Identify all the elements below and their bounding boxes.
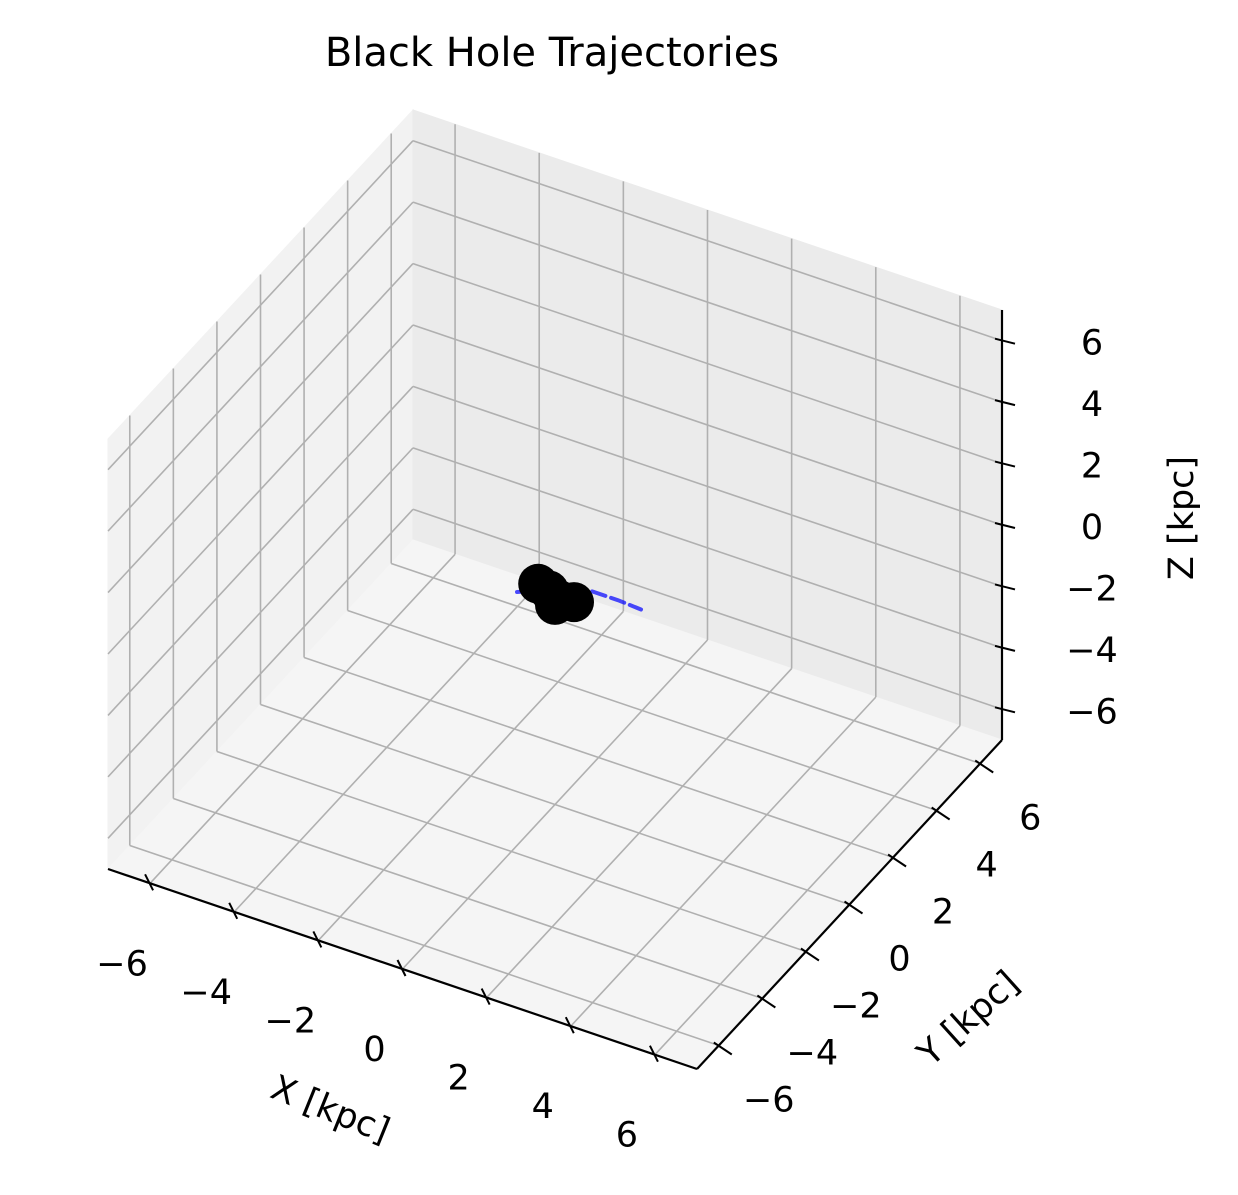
- z-tick-label: 4: [1081, 385, 1103, 425]
- grid-line-x-floor: [486, 668, 793, 999]
- y-tick-label: −6: [743, 1081, 795, 1121]
- y-tick-mark: [931, 806, 951, 821]
- black-hole-marker: [535, 584, 575, 625]
- z-tick-mark: [994, 644, 1016, 652]
- x-tick-label: 0: [363, 1030, 385, 1070]
- x-tick-mark: [396, 959, 407, 977]
- z-tick-mark: [994, 460, 1016, 468]
- grid-line-z-left: [107, 263, 414, 594]
- x-tick-mark: [228, 902, 239, 920]
- z-tick-mark: [994, 706, 1016, 714]
- tick-marks: [144, 337, 1016, 1063]
- grid-line-z-left: [107, 201, 414, 532]
- black-hole-markers: [518, 563, 594, 625]
- chart-title: Black Hole Trajectories: [325, 30, 779, 76]
- y-tick-label: 4: [976, 846, 998, 886]
- x-tick-label: −2: [265, 1001, 317, 1041]
- grid-line-y-floor: [390, 562, 981, 765]
- y-tick-mark: [756, 994, 776, 1009]
- z-tick-label: 2: [1081, 447, 1103, 487]
- x-tick-label: 6: [616, 1116, 638, 1156]
- grid-line-z-left: [107, 324, 414, 655]
- z-axis-label: Z [kpc]: [1162, 456, 1202, 580]
- y-tick-mark: [887, 853, 907, 868]
- x-tick-mark: [649, 1045, 659, 1063]
- y-tick-mark: [800, 947, 820, 962]
- grid-line-z-left: [107, 140, 414, 471]
- z-tick-label: −2: [1066, 569, 1118, 609]
- grid-line-z-back: [412, 262, 1003, 465]
- z-tick-mark: [994, 522, 1016, 529]
- y-tick-label: −2: [830, 987, 882, 1027]
- y-axis-label: Y [kpc]: [909, 963, 1027, 1075]
- x-tick-label: −4: [180, 973, 232, 1013]
- z-tick-label: −4: [1066, 631, 1118, 671]
- y-tick-mark: [713, 1041, 733, 1056]
- y-tick-mark: [843, 900, 864, 915]
- grid-line-y-floor: [303, 656, 894, 859]
- grid-line-x-floor: [654, 725, 961, 1056]
- x-tick-mark: [480, 988, 491, 1006]
- y-tick-label: 0: [888, 940, 910, 980]
- grid-lines: [107, 124, 1003, 1056]
- x-axis-label: X [kpc]: [265, 1068, 395, 1152]
- grid-line-y-floor: [347, 609, 937, 812]
- z-tick-label: −6: [1066, 692, 1118, 732]
- y-tick-label: −4: [787, 1034, 839, 1074]
- z-tick-label: 6: [1081, 324, 1103, 364]
- grid-line-y-floor: [260, 703, 850, 906]
- grid-line-z-back: [412, 139, 1003, 342]
- x-tick-label: 4: [532, 1087, 554, 1127]
- grid-line-z-back: [412, 201, 1003, 403]
- z-tick-mark: [994, 337, 1016, 345]
- x-tick-mark: [564, 1016, 575, 1034]
- y-tick-mark: [974, 759, 994, 774]
- grid-line-x-floor: [570, 696, 877, 1027]
- x-tick-mark: [312, 930, 323, 948]
- x-tick-label: 2: [448, 1059, 470, 1099]
- z-tick-label: 0: [1081, 508, 1103, 548]
- z-tick-mark: [994, 583, 1016, 591]
- x-tick-mark: [144, 873, 154, 891]
- y-tick-label: 6: [1019, 799, 1041, 839]
- y-tick-label: 2: [932, 893, 954, 933]
- x-tick-label: −6: [96, 944, 148, 984]
- grid-line-z-back: [412, 324, 1003, 526]
- z-tick-mark: [994, 399, 1016, 407]
